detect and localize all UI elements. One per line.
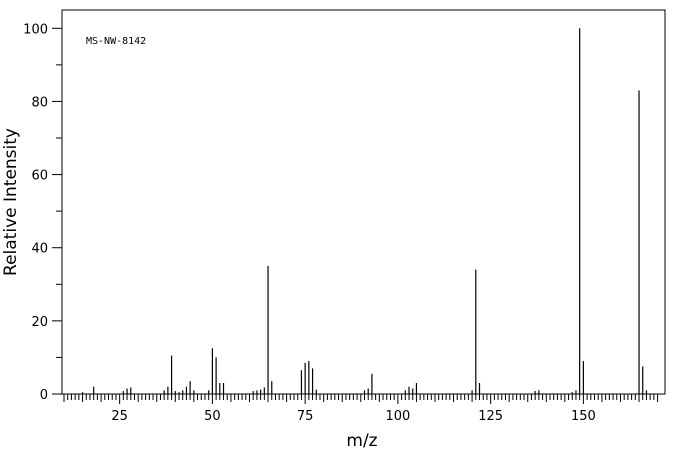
x-axis-ticks: 25 50 75 100 125 150	[63, 394, 659, 424]
y-tick-label: 20	[31, 315, 48, 330]
x-tick-label: 25	[111, 409, 128, 424]
x-tick-label: 100	[385, 409, 410, 424]
spectrum-id-annotation: MS-NW-8142	[86, 36, 146, 47]
spectrum-peaks	[81, 28, 648, 394]
y-tick-label: 60	[31, 169, 48, 184]
x-tick-label: 75	[297, 409, 314, 424]
x-tick-label: 150	[571, 409, 596, 424]
x-tick-label: 125	[478, 409, 503, 424]
x-tick-label: 50	[204, 409, 221, 424]
y-axis-title: Relative Intensity	[1, 128, 21, 276]
x-axis-title: m/z	[346, 431, 377, 451]
y-axis-ticks: 0 20 40 60 80 100	[23, 22, 62, 403]
y-tick-label: 40	[31, 242, 48, 257]
y-tick-label: 0	[40, 388, 48, 403]
plot-area-frame	[61, 9, 666, 395]
y-tick-label: 100	[23, 22, 48, 37]
y-tick-label: 80	[31, 95, 48, 110]
